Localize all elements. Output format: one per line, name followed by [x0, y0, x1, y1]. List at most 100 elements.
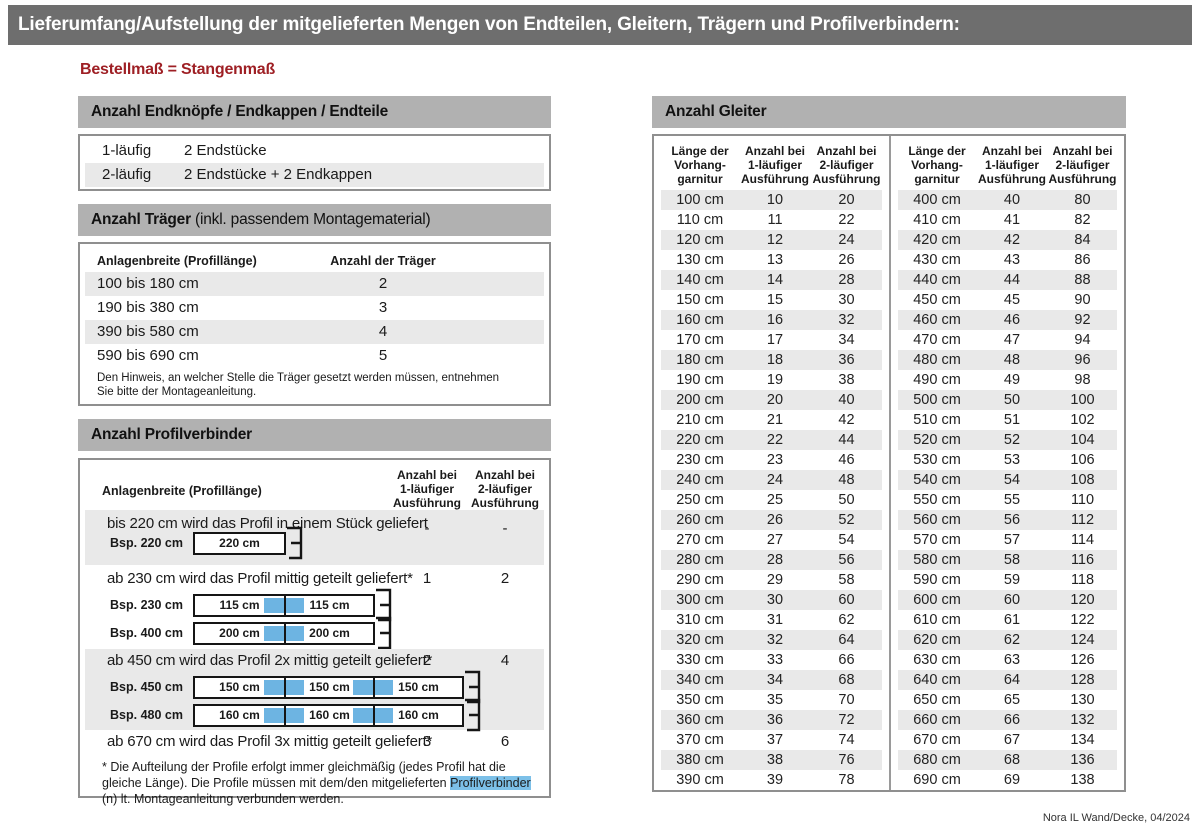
profile-segment: 160 cm: [219, 708, 260, 722]
width-range: 190 bis 380 cm: [97, 299, 199, 316]
profile-diagram: Bsp. 400 cm 200 cm 200 cm: [103, 616, 542, 650]
gleiter-row: 480 cm 48 96: [898, 350, 1117, 370]
gleiter-row: 370 cm 37 74: [676, 732, 855, 748]
gleiter-column-header: Anzahl bei 2-läufiger Ausführung: [1048, 144, 1117, 186]
gleiter-row: 440 cm 44 88: [898, 270, 1117, 290]
gleiter-row: 260 cm 26 52: [661, 510, 882, 530]
example-label: Bsp. 450 cm: [110, 680, 183, 694]
gleiter-row: 180 cm 18 36: [661, 350, 882, 370]
section-header-endteile: Anzahl Endknöpfe / Endkappen / Endteile: [78, 96, 551, 128]
table-row: 390 bis 580 cm 4: [85, 320, 544, 344]
footnote-highlight: Profilverbinder: [450, 776, 531, 790]
profile-segment: 150 cm: [284, 677, 373, 697]
gleiter-row: 520 cm 52 104: [898, 430, 1117, 450]
profile-bar: 115 cm 115 cm: [193, 593, 375, 617]
section-title-rest: (inkl. passendem Montagematerial): [190, 211, 431, 228]
gleiter-column-header: Anzahl bei 2-läufiger Ausführung: [812, 144, 881, 186]
gleiter-row: 670 cm 67 134: [913, 732, 1095, 748]
table-row: 100 bis 180 cm 2: [85, 272, 544, 296]
count-1-laeufig: 3: [422, 733, 432, 750]
profile-segment: 200 cm: [284, 623, 373, 643]
gleiter-row: 540 cm 54 108: [898, 470, 1117, 490]
profile-bar: 150 cm 150 cm 150 cm: [193, 675, 464, 699]
example-label: Bsp. 220 cm: [110, 536, 183, 550]
traeger-count: 2: [378, 275, 388, 292]
column-header-anlagenbreite: Anlagenbreite (Profillänge): [97, 254, 257, 268]
run-count-label: 1-läufig: [102, 142, 152, 159]
gleiter-row: 310 cm 31 62: [676, 612, 855, 628]
gleiter-row: 360 cm 36 72: [661, 710, 882, 730]
gleiter-row: 230 cm 23 46: [676, 452, 855, 468]
gleiter-row: 200 cm 20 40: [661, 390, 882, 410]
profile-segment: 115 cm: [219, 598, 260, 612]
gleiter-row: 350 cm 35 70: [676, 692, 855, 708]
rule-text: ab 230 cm wird das Profil mittig geteilt…: [107, 570, 413, 587]
traeger-count: 4: [378, 323, 388, 340]
page-title: Lieferumfang/Aufstellung der mitgeliefer…: [18, 14, 960, 35]
gleiter-column-header: Anzahl bei 1-läufiger Ausführung: [978, 144, 1046, 186]
profilverbinder-table: Anlagenbreite (Profillänge) Anzahl bei 1-…: [78, 458, 551, 806]
gleiter-row: 110 cm 11 22: [676, 212, 855, 228]
gleiter-col-right: Länge der Vorhang-garnitur Anzahl bei 1-läu…: [889, 136, 1124, 790]
traeger-count: 3: [378, 299, 388, 316]
title-bar: Lieferumfang/Aufstellung der mitgeliefer…: [8, 5, 1192, 45]
gleiter-row: 640 cm 64 128: [898, 670, 1117, 690]
table-row: ab 450 cm wird das Profil 2x mittig gete…: [85, 649, 544, 732]
gleiter-row: 170 cm 17 34: [676, 332, 855, 348]
profile-segment: 150 cm: [219, 680, 260, 694]
gleiter-col-left: Länge der Vorhang-garnitur Anzahl bei 1-läu…: [654, 136, 889, 790]
parts-value: 2 Endstücke: [184, 142, 267, 159]
count-2-laeufig: 4: [500, 652, 510, 669]
table-row: ab 670 cm wird das Profil 3x mittig gete…: [85, 730, 544, 756]
gleiter-row: 610 cm 61 122: [913, 612, 1095, 628]
profile-bar: 160 cm 160 cm 160 cm: [193, 703, 464, 727]
profile-bar: 220 cm: [193, 531, 286, 555]
example-label: Bsp. 480 cm: [110, 708, 183, 722]
gleiter-row: 620 cm 62 124: [898, 630, 1117, 650]
profile-segment: 150 cm: [373, 677, 462, 697]
gleiter-row: 240 cm 24 48: [661, 470, 882, 490]
column-header-traeger-count: Anzahl der Träger: [330, 254, 436, 268]
gleiter-row: 400 cm 40 80: [898, 190, 1117, 210]
gleiter-row: 130 cm 13 26: [676, 252, 855, 268]
example-label: Bsp. 230 cm: [110, 598, 183, 612]
gleiter-row: 390 cm 39 78: [676, 772, 855, 788]
profile-segment: 160 cm: [373, 705, 462, 725]
gleiter-row: 470 cm 47 94: [913, 332, 1091, 348]
gleiter-row: 660 cm 66 132: [898, 710, 1117, 730]
traeger-count: 5: [378, 347, 388, 364]
footnote: * Die Aufteilung der Profile erfolgt imm…: [102, 759, 543, 807]
gleiter-row: 120 cm 12 24: [661, 230, 882, 250]
profile-diagram: Bsp. 220 cm 220 cm: [103, 526, 542, 560]
traeger-table: Anlagenbreite (Profillänge) Anzahl der T…: [78, 242, 551, 406]
table-row: bis 220 cm wird das Profil in einem Stüc…: [85, 510, 544, 565]
run-count-label: 2-läufig: [102, 166, 152, 183]
gleiter-row: 490 cm 49 98: [913, 372, 1091, 388]
gleiter-header-row: Länge der Vorhang-garnitur Anzahl bei 1-läu…: [898, 136, 1117, 190]
profile-diagram: Bsp. 450 cm 150 cm 150 cm 150 cm: [103, 670, 542, 704]
count-1-laeufig: 2: [422, 652, 432, 669]
gleiter-row: 560 cm 56 112: [898, 510, 1117, 530]
gleiter-row: 580 cm 58 116: [898, 550, 1117, 570]
end-bracket-icon: [465, 670, 481, 704]
gleiter-row: 630 cm 63 126: [913, 652, 1095, 668]
gleiter-row: 530 cm 53 106: [913, 452, 1095, 468]
section-header-gleiter: Anzahl Gleiter: [652, 96, 1126, 128]
gleiter-row: 680 cm 68 136: [898, 750, 1117, 770]
gleiter-row: 330 cm 33 66: [676, 652, 855, 668]
gleiter-row: 690 cm 69 138: [913, 772, 1095, 788]
gleiter-row: 430 cm 43 86: [913, 252, 1091, 268]
width-range: 590 bis 690 cm: [97, 347, 199, 364]
gleiter-row: 460 cm 46 92: [898, 310, 1117, 330]
gleiter-row: 280 cm 28 56: [661, 550, 882, 570]
count-2-laeufig: 2: [500, 570, 510, 587]
gleiter-row: 650 cm 65 130: [913, 692, 1095, 708]
example-label: Bsp. 400 cm: [110, 626, 183, 640]
count-2-laeufig: 6: [500, 733, 510, 750]
profile-diagram: Bsp. 480 cm 160 cm 160 cm 160 cm: [103, 698, 542, 732]
width-range: 100 bis 180 cm: [97, 275, 199, 292]
table-row: 1-läufig 2 Endstücke: [85, 139, 544, 163]
column-header-1-laeufig: Anzahl bei 1-läufiger Ausführung: [393, 468, 461, 510]
section-title-bold: Anzahl Träger: [91, 211, 191, 228]
gleiter-row: 250 cm 25 50: [676, 492, 855, 508]
